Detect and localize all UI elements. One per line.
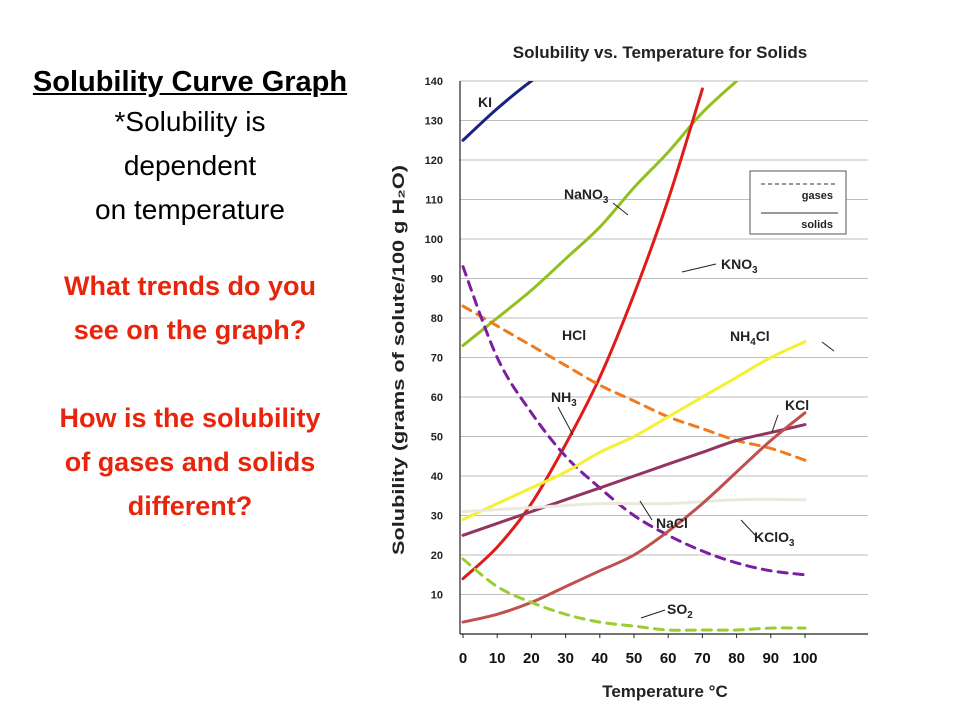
legend-box — [749, 170, 847, 235]
series-line-kcl — [461, 423, 807, 537]
question-line: What trends do you — [64, 271, 316, 301]
y-tick-label: 80 — [431, 313, 443, 325]
subtitle-line: dependent — [123, 150, 257, 181]
y-tick-label: 110 — [425, 195, 443, 207]
series-label-nano3: NaNO3 — [564, 186, 609, 206]
question-line: of gases and solids — [64, 447, 316, 477]
series-line-kclo3 — [461, 411, 807, 624]
series-label-ki: KI — [478, 94, 492, 110]
series-label-hcl: HCl — [562, 327, 586, 343]
label-leader-line — [612, 202, 629, 216]
x-tick-label: 90 — [762, 650, 779, 667]
x-tick-label: 40 — [591, 650, 608, 667]
series-label-kcl: KCl — [785, 397, 809, 413]
x-tick-label: 60 — [660, 650, 677, 667]
y-tick-label: 70 — [431, 353, 443, 365]
y-tick-label: 10 — [431, 590, 443, 602]
y-tick-label: 30 — [431, 511, 443, 523]
x-tick-label: 80 — [728, 650, 745, 667]
x-tick-label: 50 — [626, 650, 643, 667]
question-gases-solids: How is the solubility of gases and solid… — [0, 396, 380, 528]
series-label-kno3: KNO3 — [721, 256, 758, 276]
label-leader-line — [681, 263, 717, 273]
question-line: How is the solubility — [59, 403, 321, 433]
x-tick-label: 70 — [694, 650, 711, 667]
series-label-kclo3: KClO3 — [754, 529, 795, 549]
y-tick-label: 50 — [431, 432, 443, 444]
label-leader-line — [639, 500, 653, 521]
x-tick-label: 100 — [792, 650, 817, 667]
y-tick-label: 130 — [425, 116, 443, 128]
label-leader-line — [740, 519, 756, 536]
chart-title: Solubility vs. Temperature for Solids — [513, 43, 807, 62]
subtitle-line: *Solubility is — [114, 106, 266, 137]
question-line: different? — [127, 491, 253, 521]
y-axis-label: Solubility (grams of solute/100 g H₂O) — [389, 165, 408, 555]
y-tick-label: 40 — [431, 471, 443, 483]
y-tick-label: 100 — [425, 234, 443, 246]
question-trends: What trends do you see on the graph? — [0, 264, 380, 352]
label-leader-line — [771, 414, 779, 433]
chart-legend: gases solids — [749, 170, 847, 235]
y-tick-label: 20 — [431, 550, 443, 562]
legend-label-gases: gases — [802, 190, 833, 202]
y-tick-label: 140 — [425, 76, 443, 88]
series-label-nh3: NH3 — [551, 389, 577, 409]
slide-subtitle: *Solubility is dependent on temperature — [0, 100, 380, 232]
x-axis-label: Temperature °C — [602, 682, 728, 701]
series-line-nh4cl — [461, 340, 807, 521]
legend-label-solids: solids — [801, 219, 833, 231]
x-tick-label: 20 — [523, 650, 540, 667]
question-line: see on the graph? — [73, 315, 307, 345]
series-label-nh4cl: NH4Cl — [730, 328, 770, 348]
series-line-nacl — [461, 497, 807, 514]
series-line-hcl — [461, 304, 807, 462]
series-line-so2 — [461, 557, 807, 632]
series-line-nh3 — [461, 265, 807, 577]
series-label-nacl: NaCl — [656, 515, 688, 531]
y-tick-label: 120 — [425, 155, 443, 167]
label-leader-line — [821, 341, 835, 352]
y-tick-label: 60 — [431, 392, 443, 404]
x-tick-label: 10 — [489, 650, 506, 667]
subtitle-line: on temperature — [95, 194, 285, 225]
series-line-kno3 — [461, 87, 704, 581]
series-label-so2: SO2 — [667, 601, 693, 621]
label-leader-line — [557, 406, 574, 436]
series-line-ki — [461, 81, 535, 142]
slide-text-panel: Solubility Curve Graph *Solubility is de… — [0, 50, 380, 528]
slide-title: Solubility Curve Graph — [32, 66, 348, 98]
x-tick-label: 30 — [557, 650, 574, 667]
x-tick-label: 0 — [459, 650, 467, 667]
y-tick-label: 90 — [431, 274, 443, 286]
label-leader-line — [640, 609, 666, 619]
